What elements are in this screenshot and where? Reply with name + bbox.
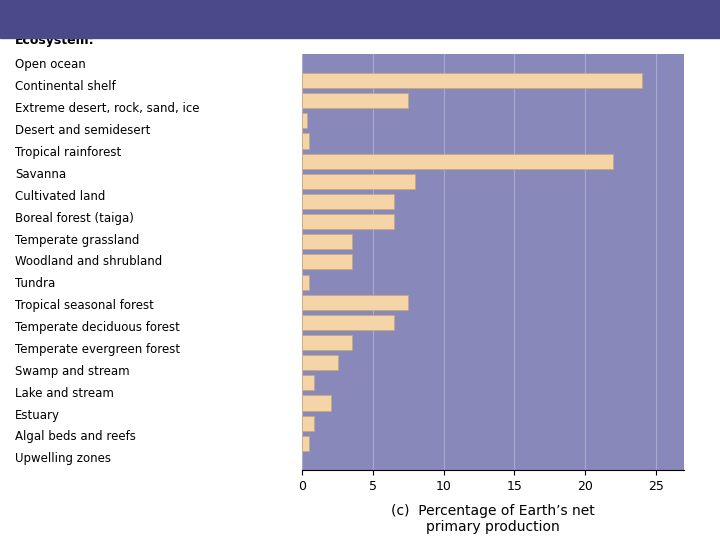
Bar — [302, 295, 408, 310]
Bar — [302, 355, 338, 370]
Bar — [302, 395, 330, 410]
Text: Ecosystem:: Ecosystem: — [15, 35, 95, 48]
Bar — [302, 113, 307, 129]
Text: Temperate grassland: Temperate grassland — [15, 233, 140, 247]
Bar — [302, 133, 310, 148]
Text: Extreme desert, rock, sand, ice: Extreme desert, rock, sand, ice — [15, 102, 199, 115]
Text: Tropical rainforest: Tropical rainforest — [15, 146, 122, 159]
Text: Swamp and stream: Swamp and stream — [15, 365, 130, 378]
Bar — [302, 274, 310, 289]
Text: Boreal forest (taiga): Boreal forest (taiga) — [15, 212, 134, 225]
Bar — [302, 153, 613, 168]
Bar — [302, 335, 352, 350]
Text: Woodland and shrubland: Woodland and shrubland — [15, 255, 163, 268]
Text: Lake and stream: Lake and stream — [15, 387, 114, 400]
Text: Desert and semidesert: Desert and semidesert — [15, 124, 150, 137]
Bar — [302, 214, 395, 229]
Bar — [302, 416, 314, 431]
Text: Open ocean: Open ocean — [15, 58, 86, 71]
Text: Continental shelf: Continental shelf — [15, 80, 116, 93]
Text: Temperate deciduous forest: Temperate deciduous forest — [15, 321, 180, 334]
Text: Temperate evergreen forest: Temperate evergreen forest — [15, 343, 180, 356]
Text: Algal beds and reefs: Algal beds and reefs — [15, 430, 136, 443]
Bar — [302, 436, 310, 451]
X-axis label: (c)  Percentage of Earth’s net
primary production: (c) Percentage of Earth’s net primary pr… — [392, 504, 595, 534]
Text: Estuary: Estuary — [15, 409, 60, 422]
Text: Figure 55.4  Primary Production in Different Ecosystems (Part 3): Figure 55.4 Primary Production in Differ… — [7, 14, 498, 28]
Bar — [302, 174, 415, 189]
Text: Cultivated land: Cultivated land — [15, 190, 106, 202]
Text: Tropical seasonal forest: Tropical seasonal forest — [15, 299, 154, 312]
Bar — [302, 194, 395, 209]
Text: Upwelling zones: Upwelling zones — [15, 453, 111, 465]
Text: Savanna: Savanna — [15, 168, 66, 181]
Bar — [302, 375, 314, 390]
Bar — [302, 93, 408, 108]
Bar — [302, 315, 395, 330]
Bar — [302, 254, 352, 269]
Text: Tundra: Tundra — [15, 277, 55, 291]
Bar — [302, 73, 642, 88]
Bar — [302, 234, 352, 249]
